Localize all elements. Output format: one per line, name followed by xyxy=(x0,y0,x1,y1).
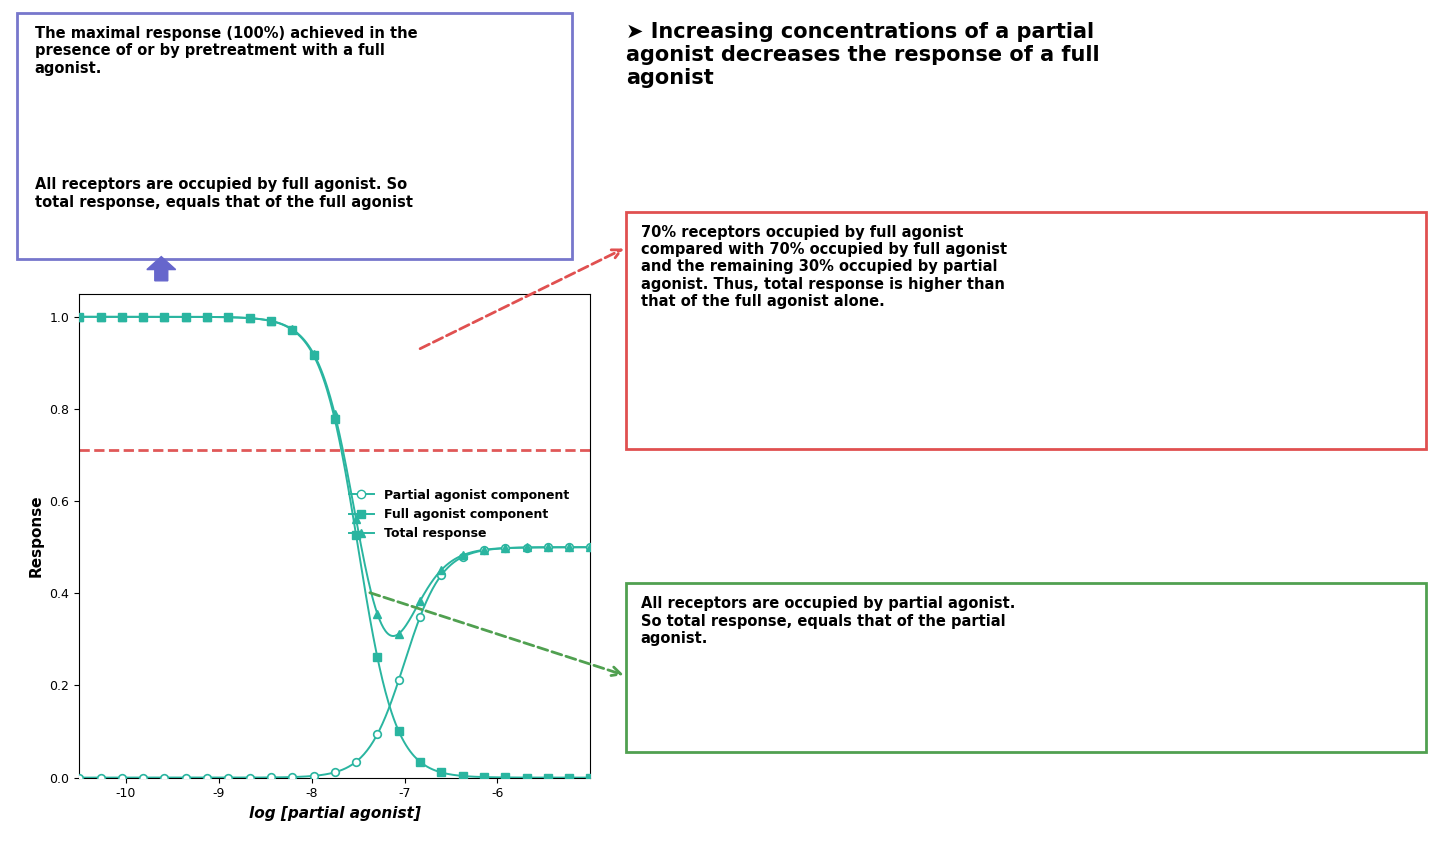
X-axis label: log [partial agonist]: log [partial agonist] xyxy=(249,806,420,821)
Text: The maximal response (100%) achieved in the
presence of or by pretreatment with : The maximal response (100%) achieved in … xyxy=(35,26,418,76)
Y-axis label: Response: Response xyxy=(29,494,45,577)
Text: ➤ Increasing concentrations of a partial
agonist decreases the response of a ful: ➤ Increasing concentrations of a partial… xyxy=(626,22,1100,88)
Legend: Partial agonist component, Full agonist component, Total response: Partial agonist component, Full agonist … xyxy=(344,484,575,545)
Text: All receptors are occupied by full agonist. So
total response, equals that of th: All receptors are occupied by full agoni… xyxy=(35,177,413,210)
FancyArrow shape xyxy=(147,257,176,281)
FancyBboxPatch shape xyxy=(17,13,572,259)
FancyBboxPatch shape xyxy=(626,212,1426,449)
Text: 70% receptors occupied by full agonist
compared with 70% occupied by full agonis: 70% receptors occupied by full agonist c… xyxy=(641,225,1007,309)
FancyBboxPatch shape xyxy=(626,583,1426,752)
Text: All receptors are occupied by partial agonist.
So total response, equals that of: All receptors are occupied by partial ag… xyxy=(641,596,1015,646)
